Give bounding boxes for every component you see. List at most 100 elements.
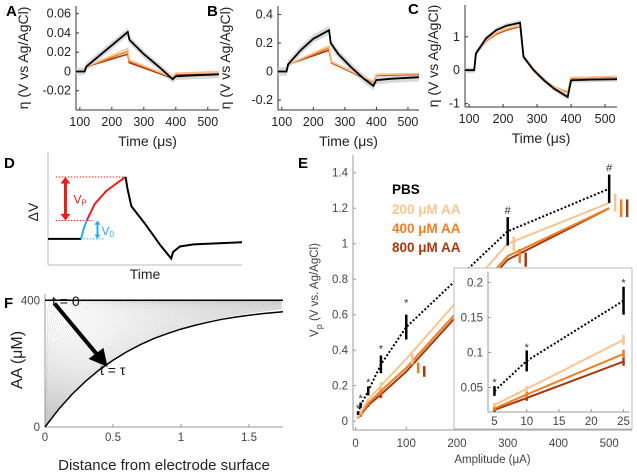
diffusion-profile — [44, 300, 282, 428]
diffusion-profile — [44, 300, 282, 428]
arrow-head-icon — [94, 234, 101, 239]
x-tick-label: 500 — [595, 112, 616, 126]
end-label: t = τ — [100, 362, 126, 378]
diffusion-profile — [44, 300, 282, 428]
significance-marker: * — [492, 377, 497, 389]
x-tick-label: 300 — [527, 112, 548, 126]
y-axis-label: ΔV — [25, 202, 41, 221]
y-tick-label: 0.4 — [332, 345, 349, 357]
x-axis-label: Time (μs) — [319, 133, 378, 149]
panel-letter-b: B — [207, 3, 218, 20]
x-tick-label: 500 — [398, 115, 419, 129]
significance-marker: # — [505, 205, 512, 217]
y-axis-label: Vp (V vs. Ag/AgCl) — [309, 243, 324, 337]
y-tick-label: 0.8 — [332, 274, 348, 286]
diffusion-profile — [44, 300, 282, 428]
legend-item: 400 μM AA — [392, 221, 461, 236]
diffusion-profile — [44, 301, 282, 428]
diffusion-profile — [44, 305, 282, 428]
significance-marker: * — [621, 278, 626, 290]
diffusion-profile — [44, 300, 282, 428]
x-tick-label: 0.5 — [105, 432, 121, 444]
y-axis-label: AA (μM) — [9, 331, 26, 389]
x-tick-label: 20 — [585, 416, 598, 428]
x-tick-label: 100 — [459, 112, 480, 126]
x-tick-label: 1.5 — [241, 432, 257, 444]
diffusion-profile — [44, 300, 282, 428]
x-tick-label: 300 — [334, 115, 355, 129]
time-arrow — [52, 302, 101, 359]
significance-marker: # — [606, 162, 613, 174]
series-line — [465, 21, 618, 99]
y-tick-label: 0.1 — [467, 348, 483, 360]
x-tick-label: 400 — [165, 115, 186, 129]
diffusion-profile — [44, 300, 282, 428]
error-band — [278, 25, 419, 91]
diffusion-profile — [44, 300, 282, 428]
concentration-profile — [44, 310, 284, 428]
panel-letter-e: E — [298, 155, 308, 172]
y-tick-label: -0.2 — [251, 93, 273, 107]
diffusion-profile — [44, 302, 282, 428]
vp-label: VP — [73, 193, 86, 208]
x-tick-label: 0 — [352, 438, 358, 450]
legend-item: PBS — [392, 182, 420, 197]
significance-marker: * — [525, 342, 530, 354]
diffusion-profile — [44, 304, 282, 428]
diffusion-profile — [44, 300, 282, 428]
panel-letter-c: C — [408, 1, 419, 18]
diffusion-profile — [44, 303, 282, 428]
x-axis-label: Time — [130, 266, 161, 282]
y-tick-label: 0.05 — [461, 383, 483, 395]
x-tick-label: 100 — [271, 115, 292, 129]
arrow-head-icon — [94, 220, 101, 225]
y-tick-label: 0.02 — [47, 45, 71, 59]
x-tick-label: 400 — [366, 115, 387, 129]
x-tick-label: 15 — [553, 416, 566, 428]
diffusion-profile — [44, 307, 282, 428]
legend: PBS 200 μM AA 400 μM AA 800 μM AA — [392, 182, 461, 255]
panel-c: 100 200 300 400 500 -1 0 1 Time (μs) η (V vs Ag/A… — [425, 5, 618, 146]
diffusion-profile — [44, 300, 282, 428]
x-tick-label: 500 — [197, 115, 218, 129]
diffusion-profile — [44, 303, 282, 428]
diffusion-profile — [44, 302, 282, 428]
series-line — [124, 176, 243, 261]
arrow-head-icon — [88, 347, 108, 367]
diffusion-profile — [44, 300, 282, 428]
diffusion-profile — [44, 300, 282, 428]
diffusion-profile — [44, 303, 282, 428]
x-tick-label: 0 — [42, 432, 48, 444]
panel-f: 0 0.5 1 1.5 0 400 t = 0 t = τ Distance from elec… — [9, 293, 284, 474]
error-band — [76, 28, 219, 84]
y-tick-label: 0.04 — [47, 26, 71, 40]
x-tick-label: 1 — [178, 432, 184, 444]
diffusion-profile — [44, 300, 282, 428]
diffusion-profile — [44, 300, 282, 428]
diffusion-profile — [44, 307, 282, 428]
diffusion-profile — [44, 300, 282, 428]
diffusion-profile — [44, 308, 282, 428]
y-tick-label: 0 — [266, 65, 273, 79]
panel-letter-a: A — [6, 3, 17, 20]
y-tick-label: 0.6 — [332, 310, 348, 322]
x-tick-label: 25 — [617, 416, 630, 428]
y-tick-label: 0.2 — [467, 278, 483, 290]
diffusion-profile — [44, 306, 282, 428]
diffusion-profile — [44, 301, 282, 428]
panel-a: 100 200 300 400 500 -0.02 0 0.02 0.04 0.06 Time (μ… — [15, 6, 220, 149]
x-tick-label: 300 — [498, 438, 517, 450]
x-tick-label: 5 — [491, 416, 497, 428]
significance-marker: * — [366, 377, 371, 389]
legend-item: 200 μM AA — [392, 202, 461, 217]
x-axis-label: Distance from electrode surface — [58, 457, 270, 474]
x-tick-label: 400 — [549, 438, 568, 450]
diffusion-profile — [44, 301, 282, 428]
diffusion-profile — [44, 305, 282, 428]
inset-frame — [453, 267, 633, 430]
diffusion-profile — [44, 300, 282, 428]
significance-marker: * — [358, 393, 363, 405]
x-tick-label: 400 — [561, 112, 582, 126]
significance-marker: * — [404, 297, 409, 309]
